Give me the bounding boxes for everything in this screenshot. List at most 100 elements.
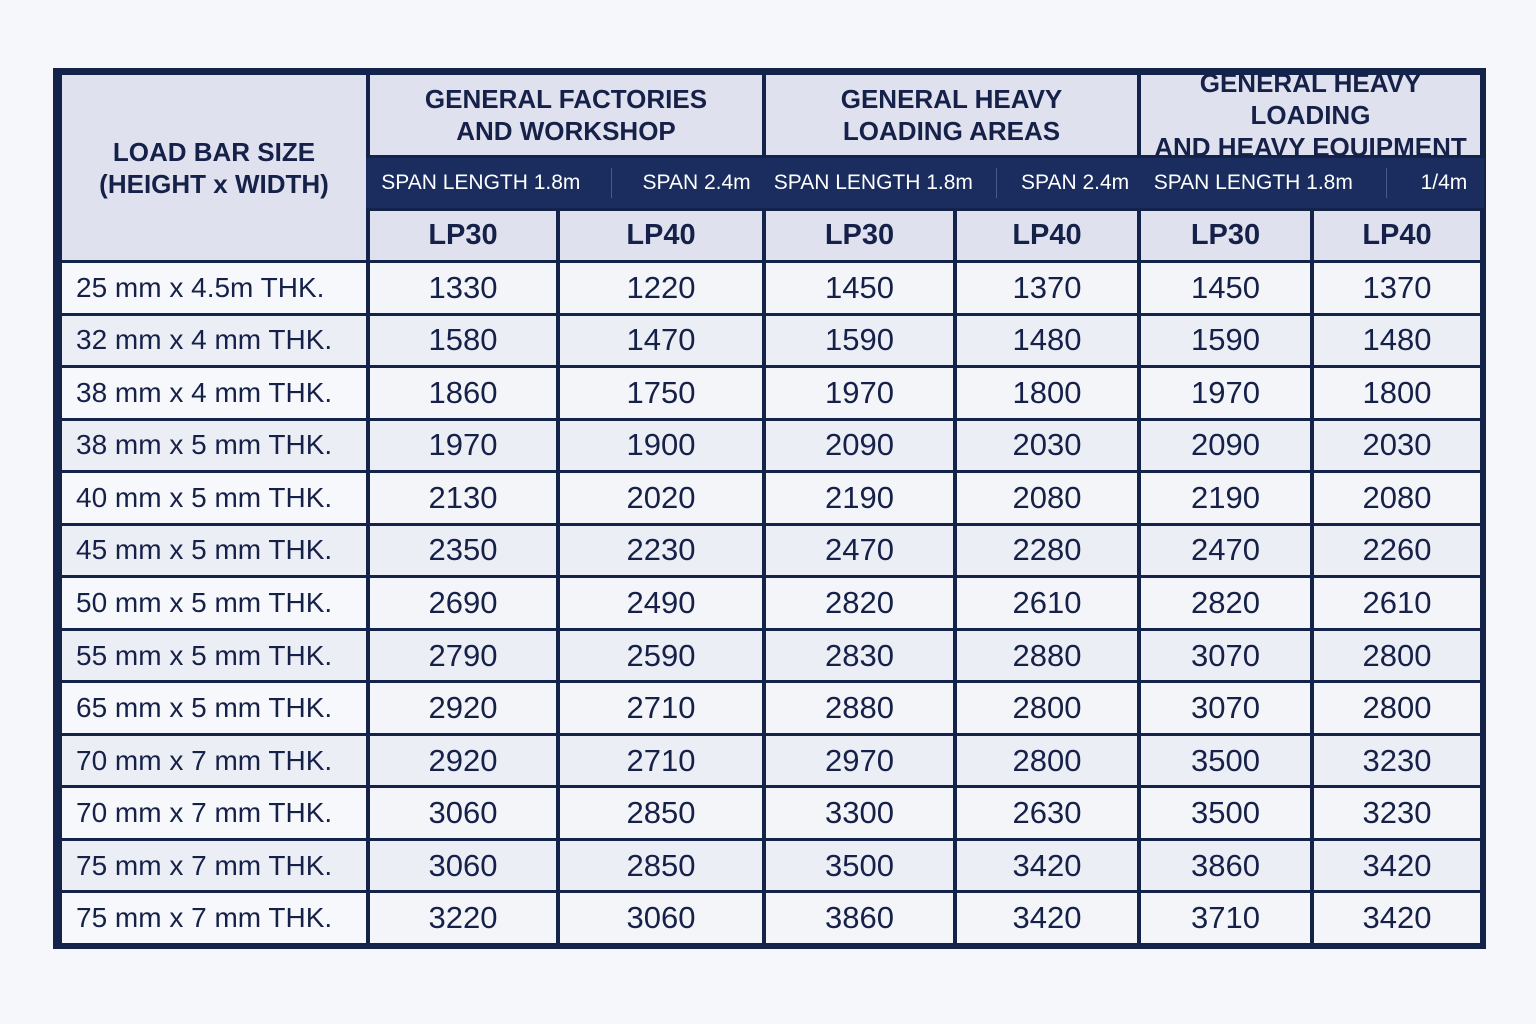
table-cell: 2030 — [1314, 420, 1480, 471]
table-cell: 2800 — [1314, 683, 1480, 733]
column-header: LP40 — [1314, 211, 1480, 260]
table-cell: 3230 — [1314, 735, 1480, 786]
header-load-bar-size: LOAD BAR SIZE (HEIGHT x WIDTH) — [62, 75, 366, 260]
table-cell: 3060 — [560, 893, 762, 943]
table-cell: 1970 — [370, 420, 556, 471]
span-label: SPAN LENGTH 1.8m — [1153, 171, 1353, 194]
header-line: LOAD BAR SIZE — [112, 136, 316, 167]
table-cell: 1590 — [1141, 315, 1310, 366]
table-cell: 2880 — [766, 683, 953, 733]
table-cell: 2610 — [957, 578, 1137, 628]
row-label: 70 mm x 7 mm THK. — [62, 788, 366, 838]
table-cell: 2020 — [560, 473, 762, 523]
table-cell: 2350 — [370, 525, 556, 576]
group-title-line: GENERAL FACTORIES — [424, 84, 708, 114]
table-cell: 2610 — [1314, 578, 1480, 628]
table-cell: 2190 — [766, 473, 953, 523]
table-cell: 3230 — [1314, 788, 1480, 838]
table-cell: 3420 — [1314, 840, 1480, 891]
table-cell: 2920 — [370, 735, 556, 786]
table-cell: 2850 — [560, 788, 762, 838]
column-header: LP40 — [560, 211, 762, 260]
row-label: 50 mm x 5 mm THK. — [62, 578, 366, 628]
table-cell: 1970 — [766, 368, 953, 418]
row-label: 40 mm x 5 mm THK. — [62, 473, 366, 523]
table-cell: 1580 — [370, 315, 556, 366]
table-cell: 1450 — [766, 263, 953, 313]
group-header: GENERAL FACTORIES AND WORKSHOP — [370, 75, 762, 155]
table-cell: 2800 — [957, 683, 1137, 733]
row-label: 70 mm x 7 mm THK. — [62, 735, 366, 786]
header-line: (HEIGHT x WIDTH) — [99, 168, 329, 199]
table-cell: 3300 — [766, 788, 953, 838]
column-header: LP30 — [1141, 211, 1310, 260]
table-cell: 3420 — [957, 840, 1137, 891]
group-title-line: LOADING AREAS — [842, 116, 1061, 146]
table-cell: 3420 — [957, 893, 1137, 943]
span-row: SPAN LENGTH 1.8m SPAN 2.4m — [762, 158, 1141, 208]
table-cell: 2230 — [560, 525, 762, 576]
column-header: LP30 — [766, 211, 953, 260]
table-cell: 3500 — [1141, 788, 1310, 838]
row-label: 45 mm x 5 mm THK. — [62, 525, 366, 576]
group-title-line: AND HEAVY EQUIPMENT — [1154, 132, 1467, 162]
table-cell: 3070 — [1141, 683, 1310, 733]
table-cell: 2470 — [766, 525, 953, 576]
table-cell: 1480 — [957, 315, 1137, 366]
table-cell: 1470 — [560, 315, 762, 366]
table-cell: 3420 — [1314, 893, 1480, 943]
table-cell: 3710 — [1141, 893, 1310, 943]
table-cell: 2090 — [766, 420, 953, 471]
table-cell: 2820 — [766, 578, 953, 628]
table-cell: 3220 — [370, 893, 556, 943]
row-label: 55 mm x 5 mm THK. — [62, 630, 366, 681]
table-cell: 2470 — [1141, 525, 1310, 576]
table-cell: 3860 — [766, 893, 953, 943]
table-cell: 2080 — [957, 473, 1137, 523]
row-label: 38 mm x 4 mm THK. — [62, 368, 366, 418]
table-cell: 1800 — [957, 368, 1137, 418]
table-cell: 1450 — [1141, 263, 1310, 313]
table-cell: 3500 — [766, 840, 953, 891]
row-label: 65 mm x 5 mm THK. — [62, 683, 366, 733]
divider — [1386, 168, 1388, 198]
span-label: SPAN 2.4m — [1021, 171, 1130, 194]
table-cell: 1370 — [1314, 263, 1480, 313]
row-label: 25 mm x 4.5m THK. — [62, 263, 366, 313]
span-row: SPAN LENGTH 1.8m 1/4m — [1137, 158, 1484, 208]
row-label: 75 mm x 7 mm THK. — [62, 893, 366, 943]
table-cell: 2490 — [560, 578, 762, 628]
table-cell: 2850 — [560, 840, 762, 891]
table-cell: 2090 — [1141, 420, 1310, 471]
group-title-line: AND WORKSHOP — [456, 116, 676, 146]
span-label: SPAN LENGTH 1.8m — [381, 171, 581, 194]
table-cell: 2800 — [1314, 630, 1480, 681]
table-cell: 2970 — [766, 735, 953, 786]
table-cell: 2630 — [957, 788, 1137, 838]
table-cell: 2280 — [957, 525, 1137, 576]
group-title-line: GENERAL HEAVY — [840, 84, 1063, 114]
table-cell: 1750 — [560, 368, 762, 418]
table-cell: 1900 — [560, 420, 762, 471]
span-label: 1/4m — [1420, 171, 1468, 194]
span-row: SPAN LENGTH 1.8m SPAN 2.4m — [366, 158, 766, 208]
table-cell: 2260 — [1314, 525, 1480, 576]
table-cell: 1800 — [1314, 368, 1480, 418]
group-title-line: GENERAL HEAVY LOADING — [1199, 68, 1422, 130]
table-cell: 1860 — [370, 368, 556, 418]
table-cell: 2030 — [957, 420, 1137, 471]
table-cell: 1970 — [1141, 368, 1310, 418]
span-label: SPAN LENGTH 1.8m — [773, 171, 973, 194]
table-cell: 1330 — [370, 263, 556, 313]
table-cell: 2710 — [560, 735, 762, 786]
table-cell: 1370 — [957, 263, 1137, 313]
table-cell: 1590 — [766, 315, 953, 366]
table-cell: 2710 — [560, 683, 762, 733]
load-table: LOAD BAR SIZE (HEIGHT x WIDTH) GENERAL FAC… — [53, 68, 1486, 949]
table-cell: 2590 — [560, 630, 762, 681]
table-cell: 2800 — [957, 735, 1137, 786]
column-header: LP40 — [957, 211, 1137, 260]
table-cell: 2080 — [1314, 473, 1480, 523]
table-cell: 2820 — [1141, 578, 1310, 628]
table-cell: 2880 — [957, 630, 1137, 681]
